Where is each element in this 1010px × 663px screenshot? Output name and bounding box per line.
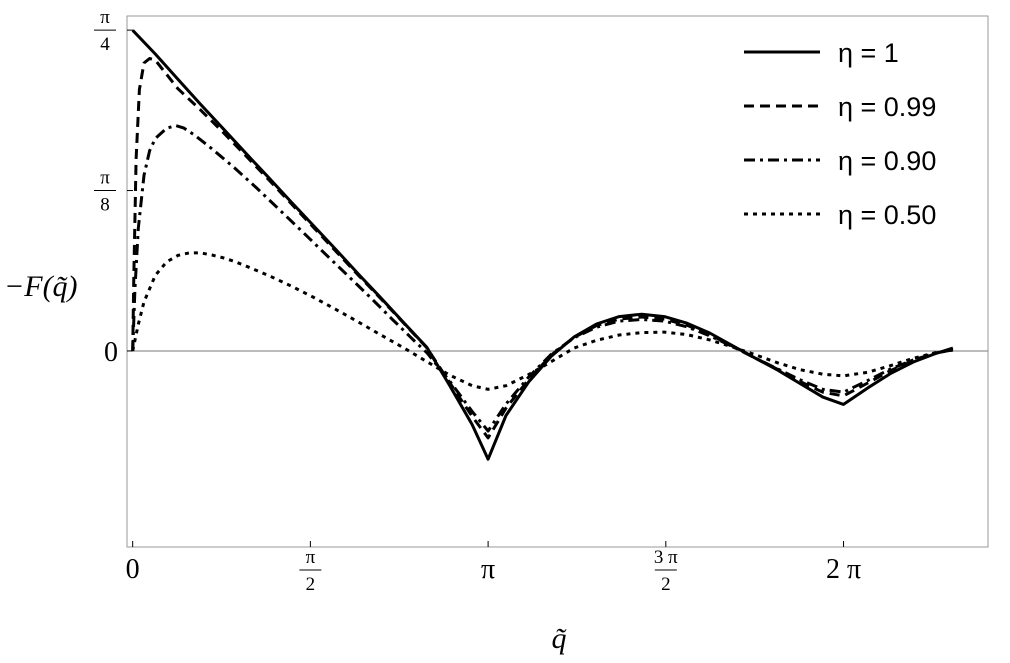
x-tick: 2 π	[826, 554, 861, 585]
x-tick-numerator: π	[306, 547, 316, 568]
series-line-3	[131, 124, 954, 433]
x-tick: 0	[126, 554, 140, 585]
x-tick-denominator: 2	[661, 574, 671, 595]
y-tick: 0	[104, 337, 118, 368]
legend-label-3: η = 0.90	[838, 146, 936, 176]
x-tick-denominator: 2	[306, 574, 316, 595]
plot-frame	[126, 15, 989, 548]
x-axis-ticks: 0 π2 π 3 π2 2 π	[126, 541, 861, 595]
series-line-4	[131, 251, 954, 391]
x-tick: π2	[299, 547, 322, 595]
legend: η = 1 η = 0.99 η = 0.90 η = 0.50	[744, 38, 936, 230]
y-axis-title: −F(q̃)	[4, 270, 78, 303]
x-tick-numerator: 3 π	[654, 547, 678, 568]
legend-label-1: η = 1	[838, 38, 899, 68]
x-tick: 3 π2	[654, 547, 678, 595]
x-axis-title: q̃	[552, 622, 567, 655]
y-tick: π4	[94, 7, 116, 55]
y-tick-numerator: π	[100, 168, 110, 189]
legend-label-4: η = 0.50	[838, 200, 936, 230]
x-tick-label: π	[481, 554, 495, 585]
y-tick-denominator: 8	[100, 195, 110, 216]
x-tick: π	[481, 554, 495, 585]
y-tick-denominator: 4	[100, 34, 110, 55]
x-tick-label: 0	[126, 554, 140, 585]
y-tick: π8	[94, 168, 116, 216]
y-tick-label: 0	[104, 337, 118, 368]
x-tick-label: 2 π	[826, 554, 861, 585]
y-tick-numerator: π	[100, 7, 110, 28]
legend-label-2: η = 0.99	[838, 92, 936, 122]
series-line-2	[131, 57, 954, 440]
series-layer	[131, 29, 954, 461]
